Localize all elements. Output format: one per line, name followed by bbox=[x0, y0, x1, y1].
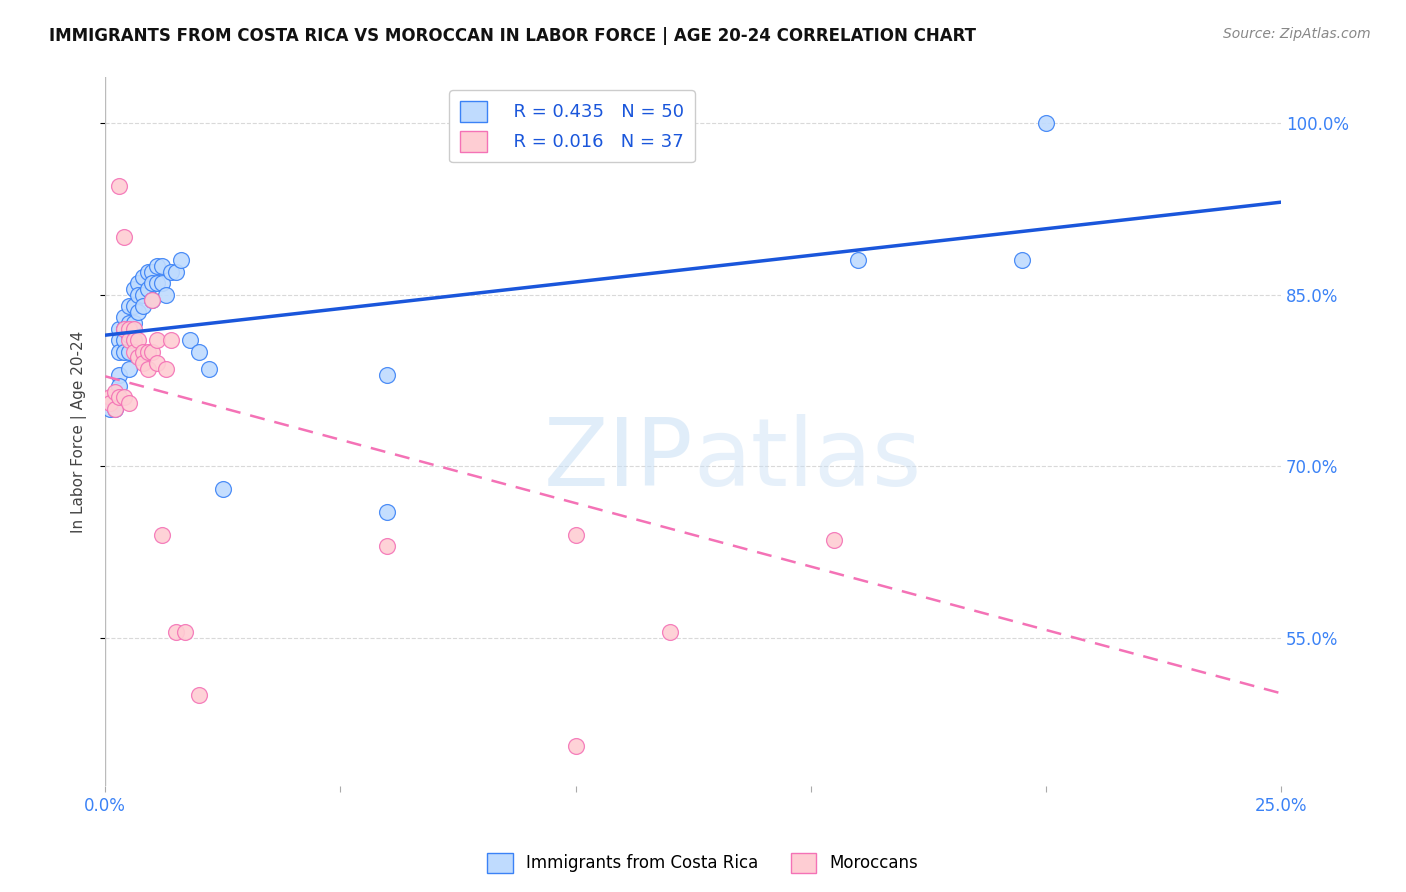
Point bbox=[165, 265, 187, 279]
Point bbox=[104, 401, 127, 416]
Point bbox=[118, 334, 141, 348]
Point bbox=[150, 527, 173, 541]
Point bbox=[146, 356, 169, 370]
Point bbox=[122, 282, 145, 296]
Point bbox=[127, 351, 149, 365]
Point bbox=[112, 391, 135, 405]
Point bbox=[112, 322, 135, 336]
Point bbox=[188, 344, 211, 359]
Point bbox=[104, 396, 127, 410]
Point bbox=[160, 334, 183, 348]
Point bbox=[165, 624, 187, 639]
Point bbox=[112, 230, 135, 244]
Point bbox=[112, 344, 135, 359]
Point bbox=[212, 482, 235, 496]
Point bbox=[98, 396, 121, 410]
Point bbox=[141, 276, 163, 290]
Point bbox=[112, 334, 135, 348]
Point bbox=[104, 401, 127, 416]
Point bbox=[658, 116, 681, 130]
Point bbox=[658, 624, 681, 639]
Point bbox=[146, 276, 169, 290]
Point bbox=[155, 362, 177, 376]
Point bbox=[132, 344, 155, 359]
Point bbox=[118, 327, 141, 342]
Point bbox=[122, 299, 145, 313]
Point bbox=[136, 362, 159, 376]
Point bbox=[112, 310, 135, 325]
Point bbox=[127, 334, 149, 348]
Point bbox=[127, 276, 149, 290]
Text: Source: ZipAtlas.com: Source: ZipAtlas.com bbox=[1223, 27, 1371, 41]
Point bbox=[846, 253, 869, 268]
Point bbox=[98, 391, 121, 405]
Point bbox=[118, 322, 141, 336]
Point bbox=[132, 287, 155, 301]
Point bbox=[564, 739, 586, 753]
Point bbox=[118, 362, 141, 376]
Point bbox=[98, 396, 121, 410]
Point bbox=[1035, 116, 1057, 130]
Point bbox=[108, 322, 131, 336]
Point bbox=[108, 379, 131, 393]
Point bbox=[127, 287, 149, 301]
Text: IMMIGRANTS FROM COSTA RICA VS MOROCCAN IN LABOR FORCE | AGE 20-24 CORRELATION CH: IMMIGRANTS FROM COSTA RICA VS MOROCCAN I… bbox=[49, 27, 976, 45]
Point bbox=[155, 287, 177, 301]
Point bbox=[150, 276, 173, 290]
Point bbox=[122, 334, 145, 348]
Point bbox=[104, 391, 127, 405]
Point bbox=[118, 316, 141, 330]
Point bbox=[377, 368, 399, 382]
Point bbox=[136, 344, 159, 359]
Text: atlas: atlas bbox=[693, 414, 921, 506]
Point bbox=[136, 265, 159, 279]
Point bbox=[150, 259, 173, 273]
Point bbox=[141, 293, 163, 308]
Point bbox=[112, 322, 135, 336]
Point bbox=[377, 505, 399, 519]
Point bbox=[108, 334, 131, 348]
Text: ZIP: ZIP bbox=[544, 414, 693, 506]
Point bbox=[197, 362, 219, 376]
Point bbox=[98, 401, 121, 416]
Point bbox=[118, 299, 141, 313]
Point bbox=[564, 527, 586, 541]
Point bbox=[122, 344, 145, 359]
Point bbox=[377, 539, 399, 553]
Point bbox=[122, 322, 145, 336]
Point bbox=[118, 344, 141, 359]
Y-axis label: In Labor Force | Age 20-24: In Labor Force | Age 20-24 bbox=[72, 331, 87, 533]
Point bbox=[108, 344, 131, 359]
Point bbox=[122, 316, 145, 330]
Point bbox=[146, 259, 169, 273]
Point bbox=[108, 391, 131, 405]
Point bbox=[160, 265, 183, 279]
Point bbox=[823, 533, 845, 548]
Point bbox=[1011, 253, 1033, 268]
Point bbox=[179, 334, 201, 348]
Point bbox=[146, 334, 169, 348]
Point bbox=[188, 688, 211, 702]
Point bbox=[104, 384, 127, 399]
Point bbox=[174, 624, 197, 639]
Point bbox=[141, 293, 163, 308]
Point bbox=[132, 270, 155, 285]
Point bbox=[169, 253, 191, 268]
Point bbox=[141, 265, 163, 279]
Point bbox=[141, 344, 163, 359]
Point bbox=[132, 356, 155, 370]
Legend:   R = 0.435   N = 50,   R = 0.016   N = 37: R = 0.435 N = 50, R = 0.016 N = 37 bbox=[450, 90, 695, 162]
Legend: Immigrants from Costa Rica, Moroccans: Immigrants from Costa Rica, Moroccans bbox=[481, 847, 925, 880]
Point bbox=[118, 396, 141, 410]
Point bbox=[108, 179, 131, 194]
Point bbox=[136, 282, 159, 296]
Point bbox=[108, 368, 131, 382]
Point bbox=[132, 299, 155, 313]
Point bbox=[127, 305, 149, 319]
